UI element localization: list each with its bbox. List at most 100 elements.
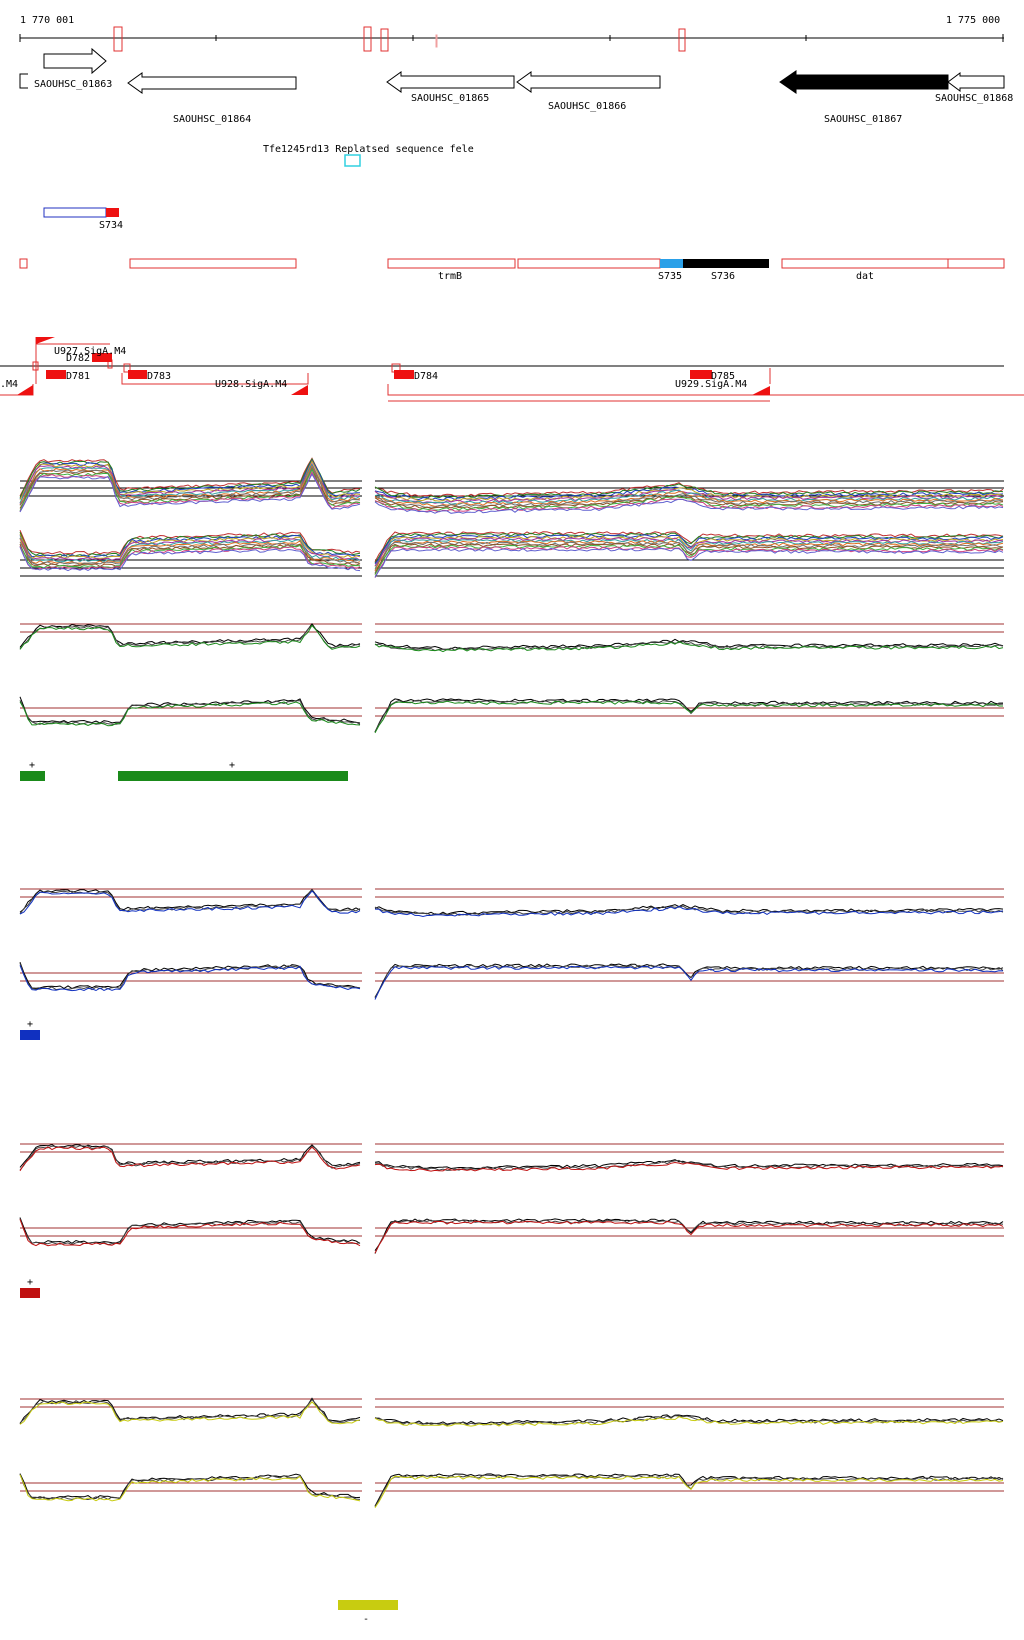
expression-trace bbox=[374, 640, 1004, 653]
expression-trace bbox=[374, 495, 1004, 511]
significance-mark: - bbox=[363, 1614, 369, 1625]
condition-panel-red: + bbox=[19, 1143, 1004, 1298]
gene-saouhsc-01868[interactable]: SAOUHSC_01868 bbox=[935, 72, 1013, 104]
segment-block[interactable] bbox=[517, 258, 661, 269]
expression-trace bbox=[374, 482, 1004, 498]
expression-trace bbox=[19, 1474, 361, 1502]
ruler-feature-marks bbox=[113, 26, 686, 52]
segment-s735[interactable] bbox=[660, 259, 683, 268]
gene-saouhsc-01865[interactable]: SAOUHSC_01865 bbox=[386, 71, 515, 104]
expression-trace bbox=[374, 1474, 1004, 1508]
segment-s734-outline[interactable] bbox=[43, 207, 107, 218]
expression-trace bbox=[374, 698, 1004, 733]
expression-trace bbox=[374, 487, 1004, 503]
expression-trace bbox=[19, 473, 361, 513]
segment-label-s736: S736 bbox=[711, 271, 735, 282]
expression-trace bbox=[374, 489, 1004, 505]
expression-trace bbox=[19, 1217, 361, 1244]
overlapping-feature-labels: Tfe1245rd13 Replatsed sequence fele bbox=[263, 144, 474, 155]
segment-label-s735: S735 bbox=[658, 271, 682, 282]
segment-track-a: S734 bbox=[43, 207, 123, 231]
expression-trace bbox=[19, 701, 361, 727]
expression-trace bbox=[19, 546, 361, 572]
segment-label-s734: S734 bbox=[99, 220, 123, 231]
expression-trace bbox=[19, 1143, 361, 1168]
expression-trace bbox=[19, 465, 361, 506]
expression-trace bbox=[19, 1219, 361, 1247]
significance-bar[interactable] bbox=[20, 1288, 40, 1298]
reg-label-d782: D782 bbox=[66, 353, 90, 364]
expression-trace bbox=[19, 696, 361, 724]
expression-multicondition-panel bbox=[19, 457, 1004, 578]
expression-trace bbox=[19, 530, 361, 555]
expression-trace bbox=[19, 1473, 361, 1501]
expression-trace bbox=[374, 535, 1004, 567]
expression-trace bbox=[19, 1473, 361, 1499]
expression-trace bbox=[19, 1398, 360, 1424]
expression-trace bbox=[19, 541, 361, 566]
gene-saouhsc-01867[interactable]: SAOUHSC_01867 bbox=[779, 70, 949, 125]
expression-trace bbox=[374, 531, 1004, 563]
segment-label-trmb: trmB bbox=[438, 271, 462, 282]
expression-trace bbox=[374, 965, 1004, 1000]
segment-dat[interactable] bbox=[781, 258, 949, 269]
gene-label: SAOUHSC_01868 bbox=[935, 93, 1013, 104]
misc-feature-box[interactable] bbox=[344, 154, 361, 167]
expression-trace bbox=[374, 493, 1004, 509]
ruler-ticks bbox=[19, 34, 1004, 42]
regulatory-boxes[interactable] bbox=[46, 353, 712, 379]
expression-trace bbox=[19, 532, 361, 557]
segment-label-dat: dat bbox=[856, 271, 874, 282]
expression-trace bbox=[19, 890, 361, 915]
segment-track-b: trmB S735 S736 dat bbox=[19, 258, 1005, 282]
gene-saouhsc-01866[interactable]: SAOUHSC_01866 bbox=[516, 71, 661, 112]
expression-trace bbox=[374, 905, 1004, 918]
expression-trace bbox=[19, 459, 361, 500]
multi-trace-block bbox=[19, 530, 1004, 578]
segment-block[interactable] bbox=[947, 258, 1005, 269]
expression-trace bbox=[374, 1475, 1004, 1508]
expression-trace bbox=[19, 462, 361, 504]
expression-trace bbox=[374, 543, 1004, 575]
expression-trace bbox=[19, 544, 361, 569]
segment-s734-fill[interactable] bbox=[106, 208, 119, 217]
misc-feature-track: Tfe1245rd13 Replatsed sequence fele bbox=[263, 144, 474, 167]
gene-label: SAOUHSC_01865 bbox=[411, 93, 489, 104]
expression-trace bbox=[374, 641, 1004, 652]
expression-trace bbox=[19, 965, 361, 992]
expression-trace bbox=[374, 1415, 1004, 1426]
gene-saouhsc-01864[interactable]: SAOUHSC_01864 bbox=[127, 72, 297, 125]
promoter-triangles bbox=[17, 337, 770, 395]
gene-label: SAOUHSC_01863 bbox=[34, 79, 112, 90]
ruler-start-label: 1 770 001 bbox=[20, 15, 74, 26]
significance-bar[interactable] bbox=[20, 771, 45, 781]
significance-bar[interactable] bbox=[20, 1030, 40, 1040]
gene-saouhsc-01863[interactable]: SAOUHSC_01863 bbox=[19, 47, 112, 90]
segment-s736[interactable] bbox=[683, 259, 769, 268]
significance-bar[interactable] bbox=[338, 1600, 398, 1610]
significance-mark: + bbox=[229, 760, 235, 771]
expression-trace bbox=[19, 533, 361, 560]
expression-trace bbox=[374, 538, 1004, 570]
expression-trace bbox=[19, 624, 361, 650]
expression-trace bbox=[374, 1416, 1004, 1427]
significance-mark: + bbox=[27, 1277, 33, 1288]
reg-label-u929: U929.SigA.M4 bbox=[675, 379, 747, 390]
expression-trace bbox=[19, 1145, 361, 1171]
multi-trace-block bbox=[19, 457, 1004, 514]
expression-trace bbox=[374, 544, 1004, 575]
segment-trmb[interactable] bbox=[387, 258, 516, 269]
expression-condition-panels: + +++- bbox=[19, 623, 1004, 1625]
reg-label-u927: U927.SigA.M4 bbox=[54, 346, 126, 357]
coordinate-ruler: 1 770 001 1 775 000 bbox=[19, 15, 1004, 52]
segment-small[interactable] bbox=[19, 258, 28, 269]
expression-trace bbox=[374, 700, 1003, 734]
expression-trace bbox=[19, 1397, 361, 1425]
reg-label-m4: .M4 bbox=[0, 379, 18, 390]
expression-trace bbox=[374, 483, 1004, 500]
significance-bar[interactable] bbox=[118, 771, 348, 781]
segment-block[interactable] bbox=[129, 258, 297, 269]
expression-trace bbox=[374, 498, 1004, 514]
reg-label-d784: D784 bbox=[414, 371, 438, 382]
